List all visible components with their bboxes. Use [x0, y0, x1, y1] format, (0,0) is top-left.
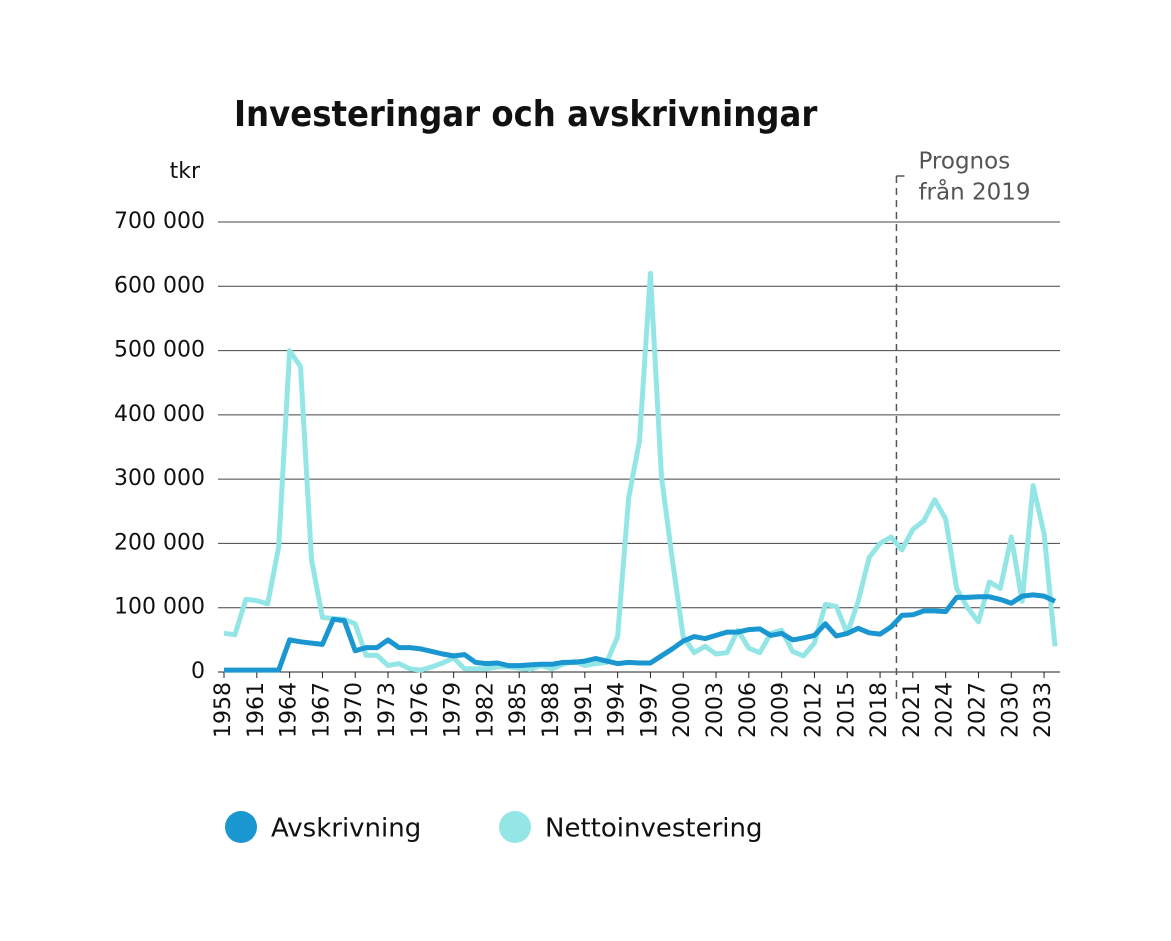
x-tick-label: 2006 — [736, 682, 761, 738]
y-tick-label: 100 000 — [114, 595, 205, 620]
x-tick-label: 2015 — [834, 682, 859, 738]
y-axis-label: tkr — [170, 159, 201, 184]
y-tick-label: 200 000 — [114, 530, 205, 555]
x-tick-label: 1961 — [244, 682, 269, 738]
x-tick-label: 2030 — [998, 682, 1023, 738]
x-tick-label: 1991 — [572, 682, 597, 738]
legend-marker — [225, 811, 257, 843]
y-tick-label: 500 000 — [114, 338, 205, 363]
x-tick-label: 2033 — [1031, 682, 1056, 738]
x-tick-label: 2009 — [769, 682, 794, 738]
legend-marker — [499, 811, 531, 843]
chart-title: Investeringar och avskrivningar — [234, 94, 817, 135]
x-tick-label: 1988 — [539, 682, 564, 738]
x-tick-label: 1985 — [506, 682, 531, 738]
annotation: Prognos — [918, 149, 1010, 175]
legend-label: Avskrivning — [271, 814, 421, 844]
x-tick-label: 2003 — [703, 682, 728, 738]
x-tick-label: 1982 — [473, 682, 498, 738]
y-tick-label: 400 000 — [114, 402, 205, 427]
x-tick-label: 2000 — [670, 682, 695, 738]
y-tick-label: 300 000 — [114, 466, 205, 491]
x-tick-label: 1979 — [441, 682, 466, 738]
x-tick-label: 1976 — [408, 682, 433, 738]
y-tick-label: 0 — [191, 659, 205, 684]
x-tick-label: 2018 — [867, 682, 892, 738]
x-tick-label: 1958 — [211, 682, 236, 738]
y-tick-label: 700 000 — [114, 209, 205, 234]
x-tick-label: 1967 — [309, 682, 334, 738]
y-tick-label: 600 000 — [114, 273, 205, 298]
x-tick-label: 1997 — [637, 682, 662, 738]
x-tick-label: 1994 — [605, 682, 630, 738]
x-tick-label: 1973 — [375, 682, 400, 738]
x-tick-label: 1970 — [342, 682, 367, 738]
legend-label: Nettoinvestering — [545, 814, 762, 844]
x-tick-label: 2012 — [801, 682, 826, 738]
x-tick-label: 1964 — [277, 682, 302, 738]
series-line — [223, 270, 1058, 673]
x-tick-label: 2021 — [900, 682, 925, 738]
annotation: från 2019 — [918, 178, 1030, 206]
series-line — [224, 592, 1057, 673]
x-tick-label: 2024 — [933, 682, 958, 738]
x-tick-label: 2027 — [965, 682, 990, 738]
